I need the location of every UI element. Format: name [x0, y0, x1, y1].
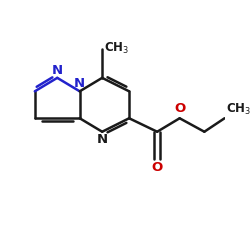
- Text: N: N: [74, 77, 85, 90]
- Text: O: O: [152, 161, 163, 174]
- Text: O: O: [174, 102, 185, 115]
- Text: N: N: [96, 133, 108, 146]
- Text: N: N: [52, 64, 63, 77]
- Text: CH$_3$: CH$_3$: [104, 41, 130, 56]
- Text: CH$_3$: CH$_3$: [226, 102, 250, 117]
